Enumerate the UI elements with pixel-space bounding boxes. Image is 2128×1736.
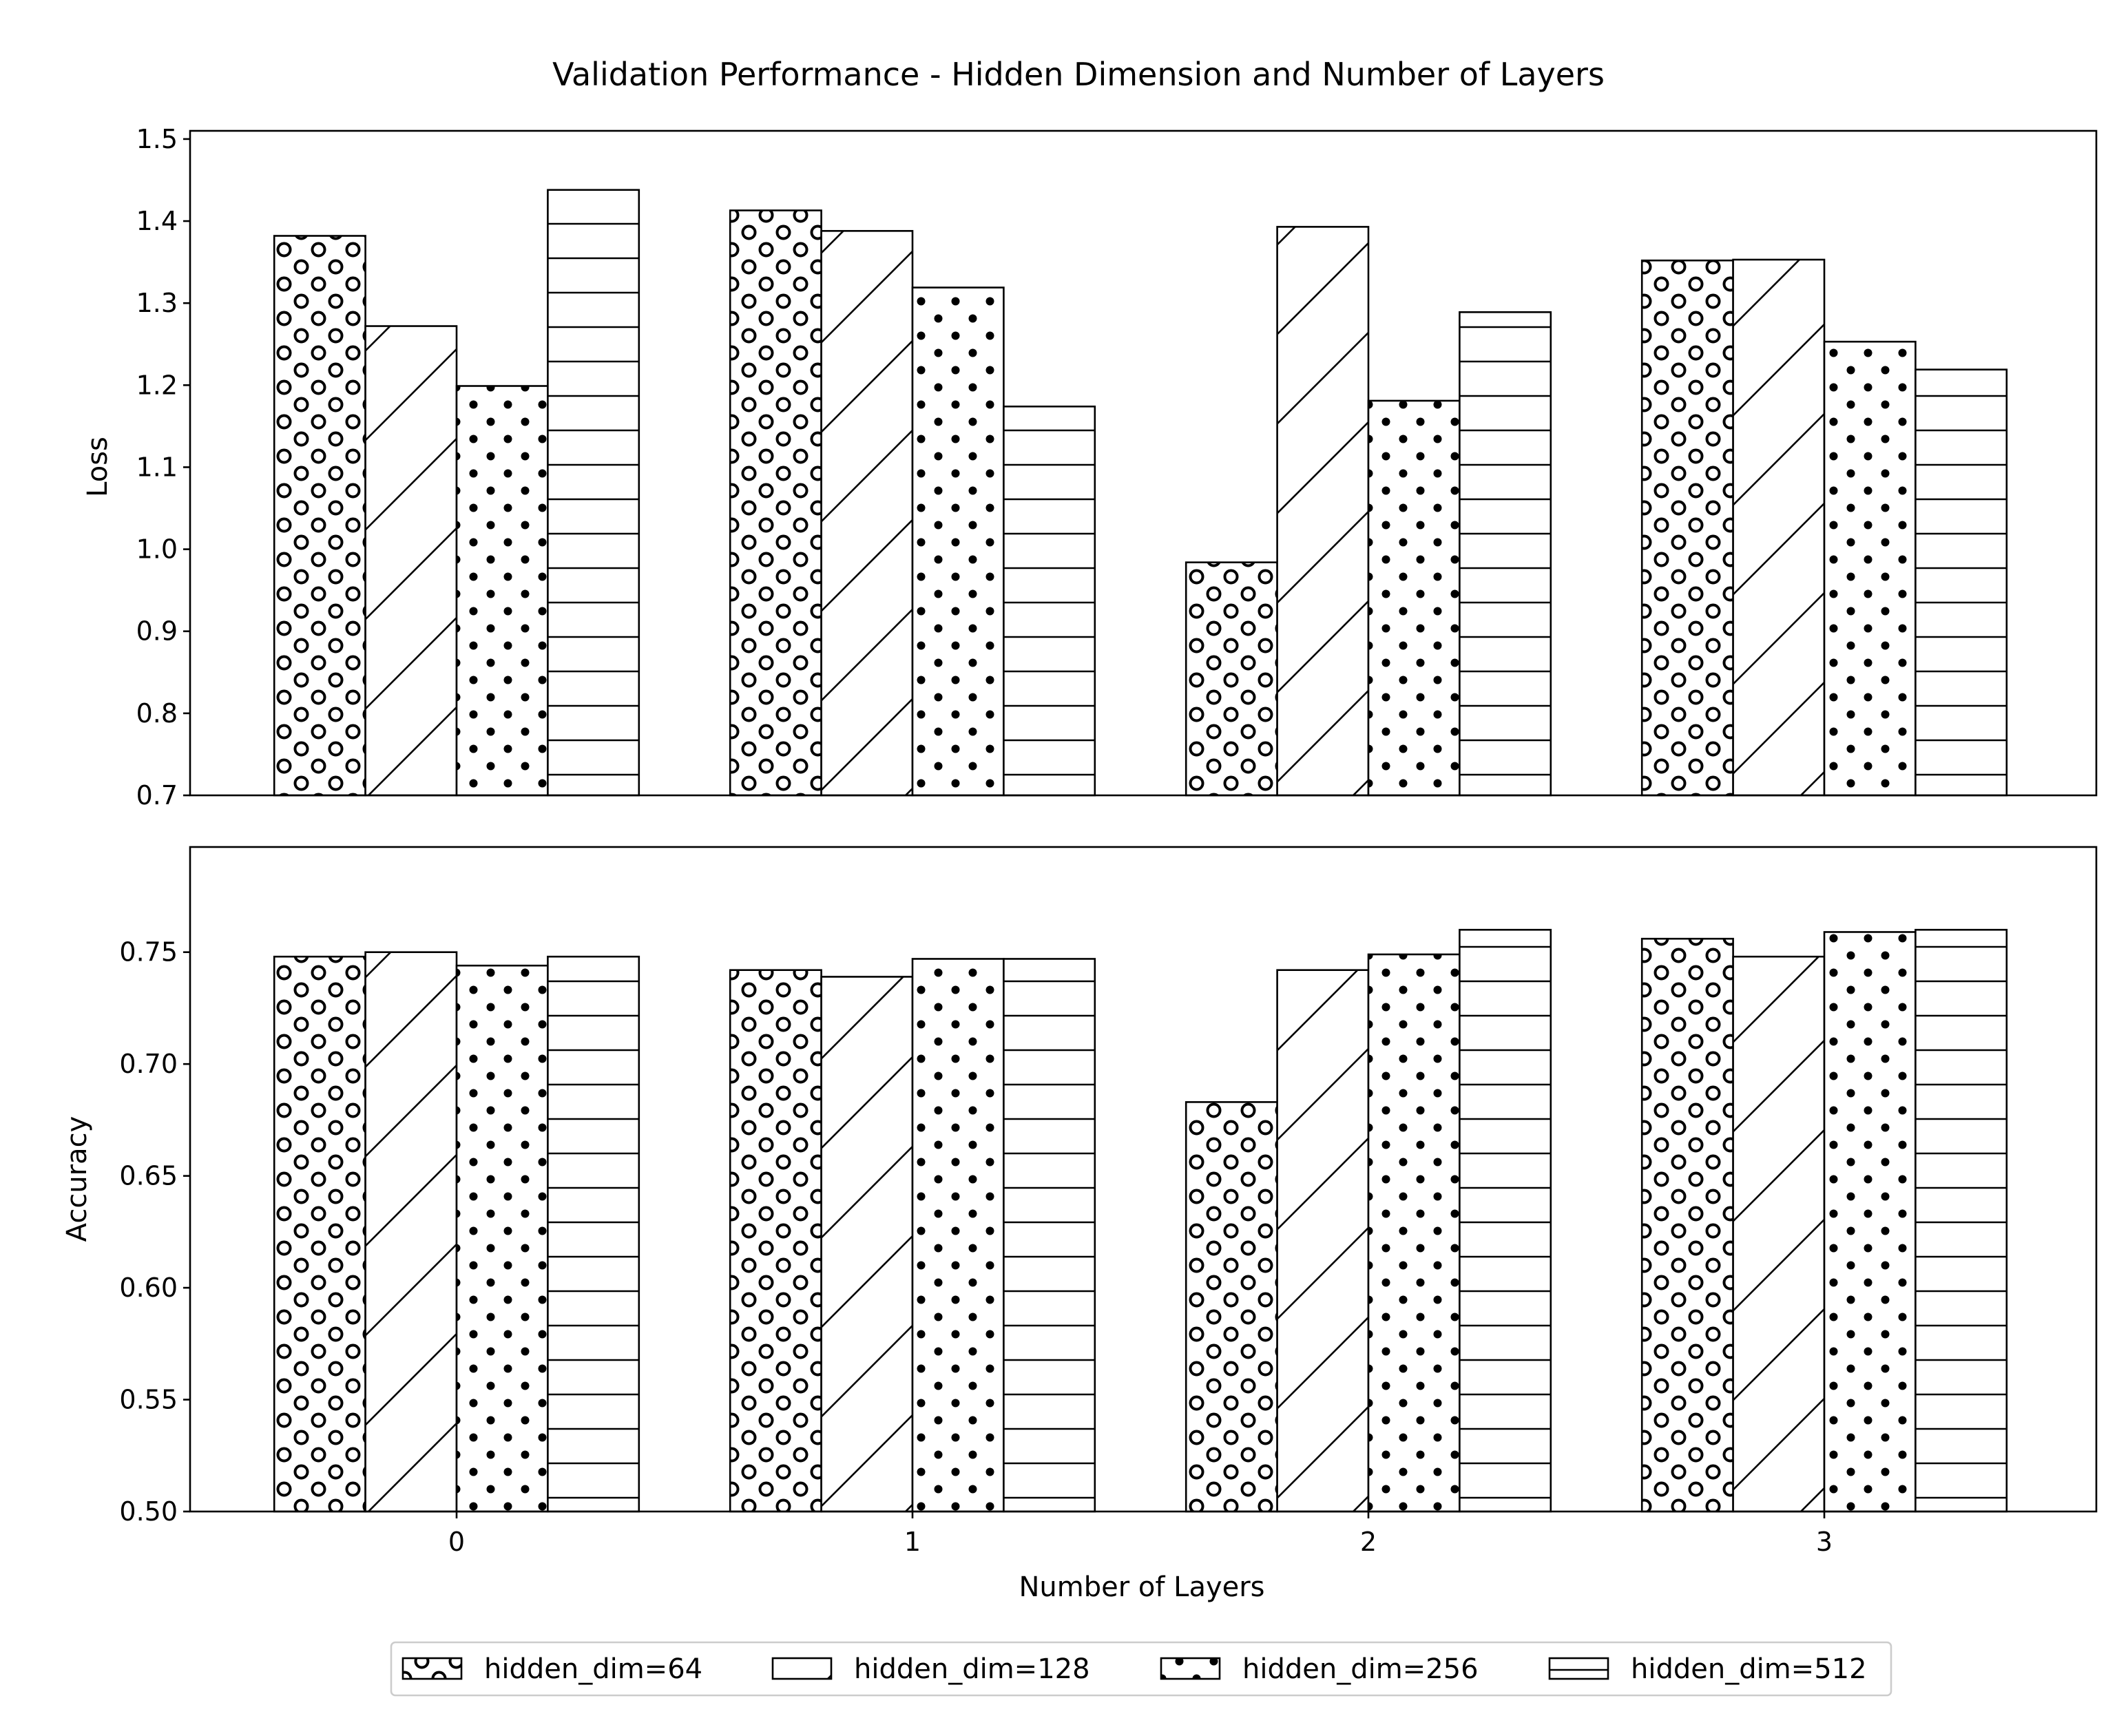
- accuracy-bar-s1-c0: [364, 951, 458, 1513]
- x-axis-label: Number of Layers: [1019, 1571, 1264, 1603]
- loss-bar-s2-c0: [455, 385, 549, 797]
- legend-swatch-dots: [1160, 1657, 1221, 1680]
- loss-y-label: Loss: [82, 437, 114, 497]
- loss-bar-s2-c2: [1367, 399, 1461, 797]
- accuracy-bar-s1-c2: [1276, 969, 1370, 1513]
- accuracy-plot-frame: [189, 846, 2098, 1513]
- x-tick-label: 2: [1360, 1527, 1377, 1557]
- loss-bar-s0-c3: [1640, 259, 1734, 797]
- accuracy-bar-s0-c3: [1640, 937, 1734, 1513]
- loss-bar-s2-c3: [1823, 340, 1917, 797]
- loss-y-tick-label: 0.7: [136, 780, 178, 811]
- accuracy-bar-s2-c2: [1367, 953, 1461, 1513]
- loss-bar-s3-c1: [1003, 405, 1096, 797]
- loss-plot-frame: [189, 129, 2098, 797]
- loss-y-tick-label: 0.9: [136, 616, 178, 647]
- accuracy-bar-s0-c1: [729, 969, 822, 1513]
- accuracy-bar-s1-c1: [820, 976, 914, 1513]
- loss-panel: 0.7 0.8 0.9 1.0 1.1 1.2 1.3 1.4 1.5 Loss: [82, 124, 2098, 811]
- loss-bar-s3-c3: [1915, 368, 2008, 797]
- x-tick-label: 3: [1816, 1527, 1833, 1557]
- loss-y-tick-label: 1.2: [136, 370, 178, 400]
- loss-bar-s3-c2: [1459, 311, 1552, 797]
- loss-bar-s0-c2: [1185, 561, 1278, 797]
- legend-frame: [390, 1641, 1892, 1697]
- accuracy-bar-s2-c3: [1823, 931, 1917, 1513]
- loss-bar-s3-c0: [547, 189, 640, 797]
- loss-bar-s1-c2: [1276, 226, 1370, 797]
- accuracy-y-axis: 0.50 0.55 0.60 0.65 0.70 0.75: [119, 937, 190, 1527]
- accuracy-y-tick-label: 0.75: [119, 937, 178, 968]
- accuracy-bar-s3-c2: [1459, 928, 1552, 1513]
- accuracy-bar-s0-c0: [273, 955, 366, 1513]
- accuracy-panel: 0.50 0.55 0.60 0.65 0.70 0.75 Accuracy: [61, 846, 2098, 1527]
- legend-label: hidden_dim=256: [1242, 1653, 1479, 1685]
- loss-y-tick-label: 1.3: [136, 288, 178, 318]
- legend-label: hidden_dim=128: [854, 1653, 1090, 1685]
- x-tick-label: 1: [904, 1527, 921, 1557]
- loss-y-tick-label: 0.8: [136, 698, 178, 729]
- accuracy-y-tick-label: 0.70: [119, 1049, 178, 1079]
- legend: hidden_dim=64 hidden_dim=128 hidden_dim=25…: [390, 1641, 1892, 1697]
- loss-bar-s2-c1: [911, 286, 1005, 797]
- accuracy-bar-s3-c3: [1915, 928, 2008, 1513]
- loss-y-tick-label: 1.0: [136, 534, 178, 565]
- accuracy-y-tick-label: 0.50: [119, 1496, 178, 1527]
- accuracy-bar-s0-c2: [1185, 1101, 1278, 1513]
- loss-bars: [273, 189, 2008, 797]
- loss-bar-s1-c3: [1732, 258, 1826, 797]
- loss-y-axis: 0.7 0.8 0.9 1.0 1.1 1.2 1.3 1.4 1.5: [136, 124, 190, 811]
- loss-bar-s0-c1: [729, 209, 822, 797]
- chart-title: Validation Performance - Hidden Dimensio…: [552, 56, 1605, 93]
- accuracy-bar-s3-c1: [1003, 958, 1096, 1513]
- legend-label: hidden_dim=512: [1631, 1653, 1867, 1685]
- x-tick-label: 0: [448, 1527, 465, 1557]
- loss-y-tick-label: 1.4: [136, 206, 178, 236]
- accuracy-y-label: Accuracy: [61, 1116, 93, 1242]
- legend-label: hidden_dim=64: [484, 1653, 702, 1685]
- loss-bar-s1-c0: [364, 325, 458, 797]
- legend-entries: hidden_dim=64 hidden_dim=128 hidden_dim=25…: [401, 1653, 1867, 1685]
- accuracy-bar-s3-c0: [547, 955, 640, 1513]
- legend-swatch-diagonal: [771, 1657, 833, 1680]
- accuracy-bars: [273, 928, 2008, 1513]
- loss-bar-s1-c1: [820, 230, 914, 797]
- accuracy-bar-s2-c0: [455, 964, 549, 1513]
- loss-bar-s0-c0: [273, 235, 366, 797]
- accuracy-y-tick-label: 0.60: [119, 1273, 178, 1303]
- loss-y-tick-label: 1.5: [136, 124, 178, 154]
- accuracy-bar-s2-c1: [911, 958, 1005, 1513]
- loss-y-tick-label: 1.1: [136, 452, 178, 482]
- legend-swatch-circles: [401, 1657, 463, 1680]
- accuracy-y-tick-label: 0.65: [119, 1161, 178, 1191]
- accuracy-bar-s1-c3: [1732, 955, 1826, 1513]
- x-axis: 0 1 2 3: [448, 1512, 1833, 1557]
- accuracy-y-tick-label: 0.55: [119, 1385, 178, 1415]
- legend-swatch-horizontal: [1548, 1657, 1609, 1680]
